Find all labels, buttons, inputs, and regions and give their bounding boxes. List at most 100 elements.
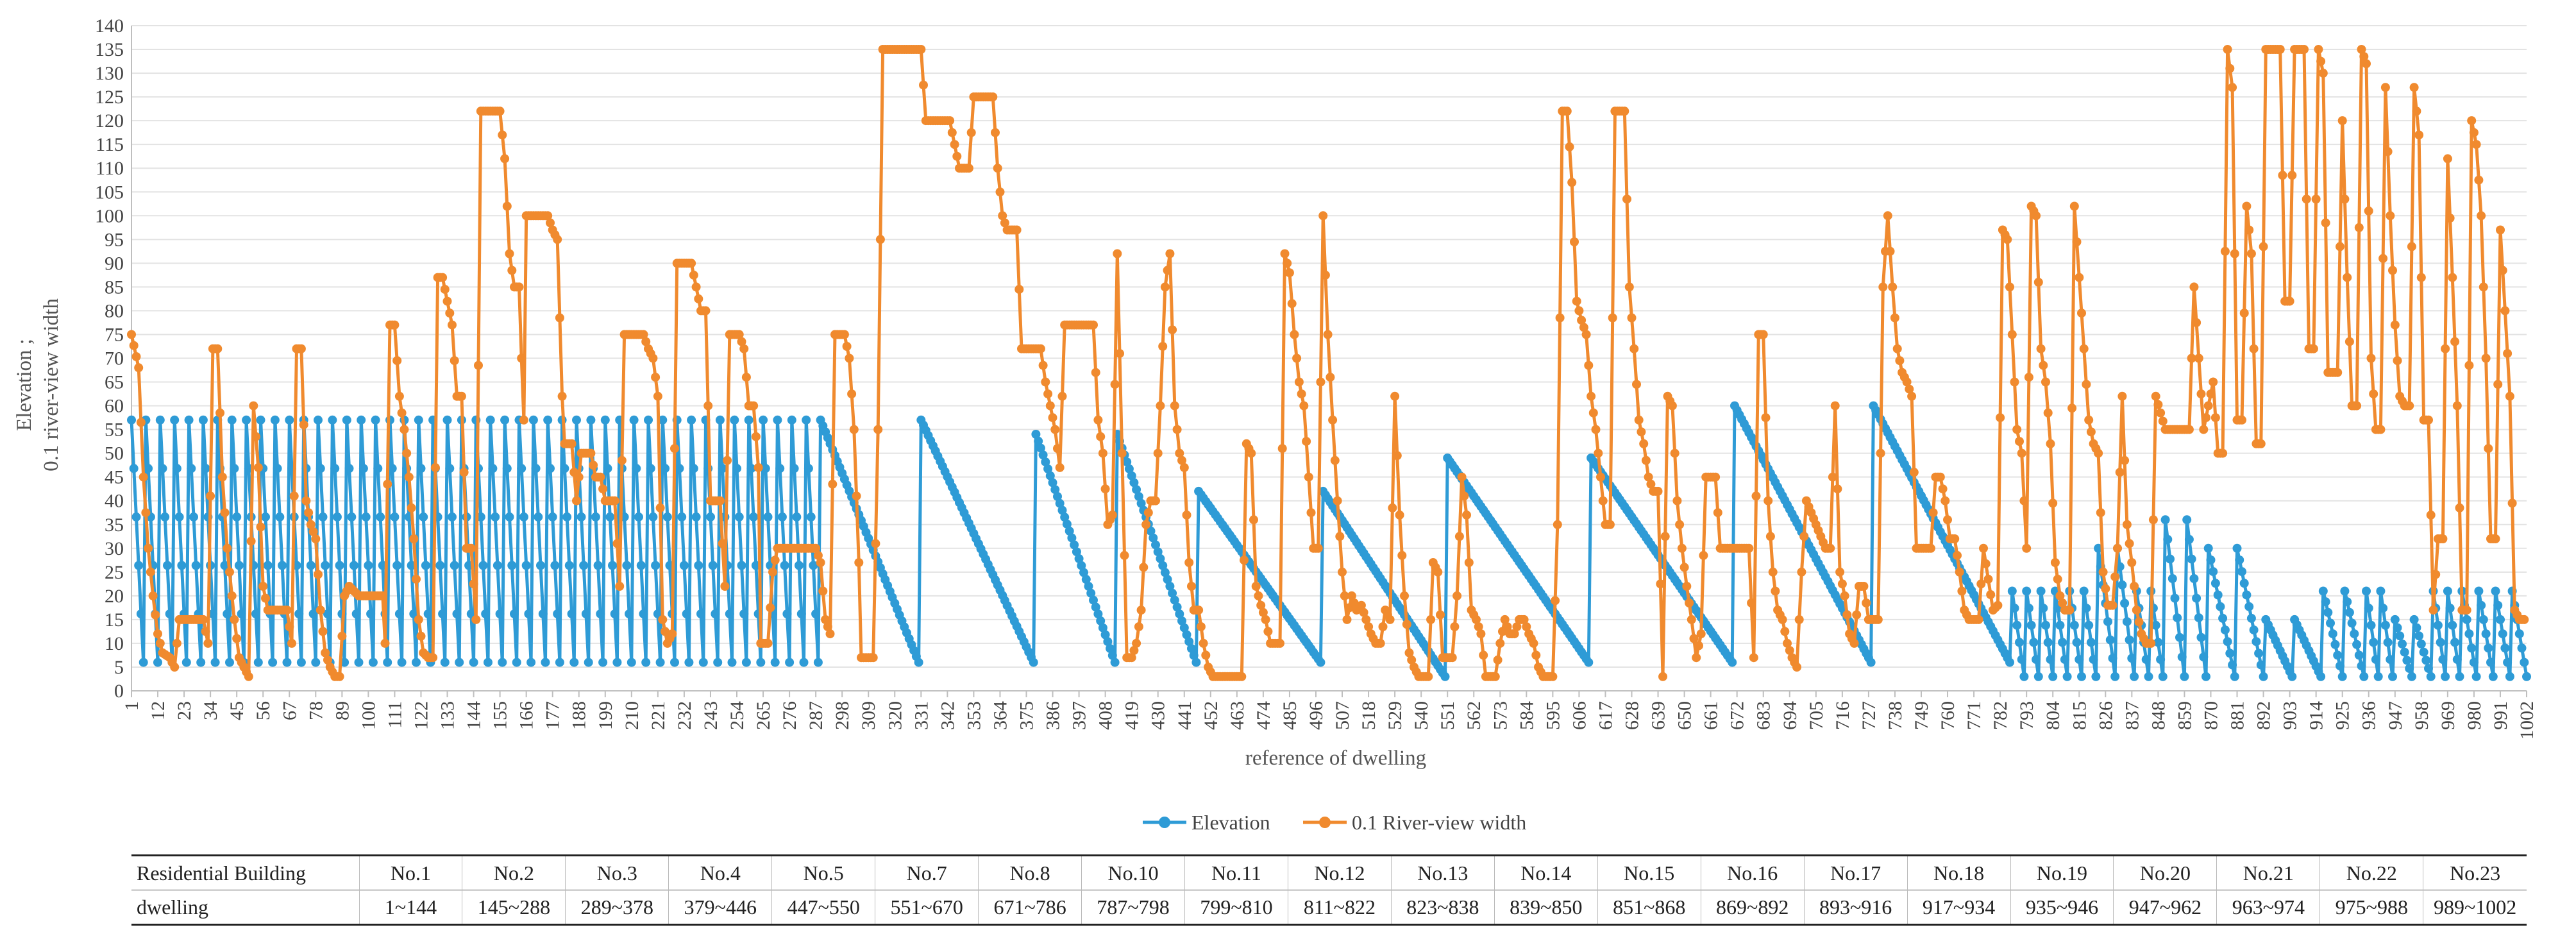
table-row-label: dwelling	[131, 890, 359, 926]
data-point	[1280, 249, 1290, 259]
data-point	[181, 657, 191, 667]
data-point	[2318, 69, 2328, 78]
data-point	[2177, 652, 2187, 662]
building-cell: No.3	[565, 854, 669, 890]
data-point	[1828, 472, 1837, 482]
data-point	[2067, 403, 2077, 413]
data-point	[1062, 520, 1072, 529]
data-point	[220, 561, 230, 570]
data-point	[440, 285, 450, 294]
data-point	[2481, 629, 2491, 639]
x-tick-label: 23	[174, 701, 195, 720]
dwelling-range-cell: 851~868	[1597, 890, 1701, 926]
data-point	[1364, 622, 1374, 631]
data-point	[383, 657, 392, 667]
data-point	[780, 561, 789, 570]
data-point	[658, 615, 668, 624]
data-point	[1074, 554, 1084, 563]
data-point	[2369, 638, 2378, 647]
data-point	[1290, 330, 1299, 339]
y-axis-title-line1: Elevation ;	[13, 339, 36, 431]
data-point	[1158, 561, 1168, 570]
data-point	[1464, 558, 1474, 567]
dwelling-range-cell: 551~670	[875, 890, 979, 926]
x-tick-label: 947	[2385, 701, 2406, 730]
data-point	[2474, 586, 2484, 596]
data-point	[2077, 672, 2086, 681]
y-tick-label: 80	[105, 300, 124, 321]
data-point	[696, 609, 705, 618]
data-point	[498, 657, 507, 667]
data-point	[2194, 613, 2203, 623]
data-point	[242, 415, 251, 425]
data-point	[795, 561, 804, 570]
data-point	[469, 579, 478, 589]
data-point	[1189, 650, 1199, 660]
y-tick-label: 45	[105, 467, 124, 488]
data-point	[1132, 485, 1141, 495]
data-point	[2416, 640, 2426, 649]
data-point	[1115, 349, 1124, 359]
data-point	[2323, 607, 2333, 617]
data-point	[2007, 586, 2017, 596]
data-point	[2182, 515, 2192, 525]
data-point	[1395, 510, 1404, 520]
data-point	[1510, 629, 1519, 639]
data-point	[1584, 360, 1594, 370]
data-point	[1342, 615, 1352, 624]
y-tick-label: 105	[95, 182, 124, 203]
x-tick-label: 573	[1490, 701, 1511, 730]
data-point	[2125, 539, 2134, 548]
data-point	[215, 408, 225, 418]
data-point	[2239, 309, 2249, 318]
data-point	[445, 464, 455, 473]
data-point	[376, 512, 385, 522]
data-point	[648, 512, 658, 522]
data-point	[1258, 607, 1268, 617]
data-point	[335, 672, 344, 681]
data-point	[2213, 590, 2223, 600]
data-point	[1091, 602, 1100, 612]
data-point	[2153, 400, 2163, 409]
data-point	[708, 561, 718, 570]
data-point	[357, 415, 366, 425]
x-tick-label: 925	[2332, 701, 2353, 730]
x-tick-label: 672	[1727, 701, 1748, 730]
data-point	[187, 464, 196, 473]
data-point	[2033, 278, 2043, 287]
data-point	[2359, 672, 2369, 681]
data-point	[478, 561, 488, 570]
data-point	[1993, 600, 2003, 610]
data-point	[998, 211, 1007, 221]
building-cell: No.12	[1287, 854, 1392, 890]
data-point	[2209, 377, 2218, 387]
data-point	[768, 567, 777, 577]
data-point	[811, 609, 821, 618]
data-point	[1699, 550, 1708, 560]
data-point	[2407, 672, 2416, 681]
x-tick-label: 782	[1990, 701, 2011, 730]
data-point	[256, 415, 265, 425]
data-point	[1751, 491, 1761, 501]
data-point	[806, 512, 816, 522]
data-point	[1953, 550, 1962, 560]
data-point	[1436, 610, 1445, 620]
data-point	[500, 415, 510, 425]
data-point	[2194, 353, 2203, 363]
data-point	[1907, 391, 1917, 401]
data-point	[1199, 638, 1208, 648]
data-point	[1251, 582, 1261, 591]
data-point	[402, 448, 412, 458]
data-point	[155, 415, 165, 425]
data-point	[1093, 415, 1103, 425]
data-point	[2252, 637, 2261, 647]
data-point	[1182, 630, 1191, 640]
data-point	[2441, 672, 2450, 681]
data-point	[2010, 604, 2019, 613]
data-point	[206, 491, 215, 501]
data-point	[1036, 344, 1045, 353]
data-point	[741, 657, 751, 667]
data-point	[2158, 672, 2168, 681]
data-point	[2105, 635, 2115, 645]
data-point	[1596, 472, 1605, 482]
